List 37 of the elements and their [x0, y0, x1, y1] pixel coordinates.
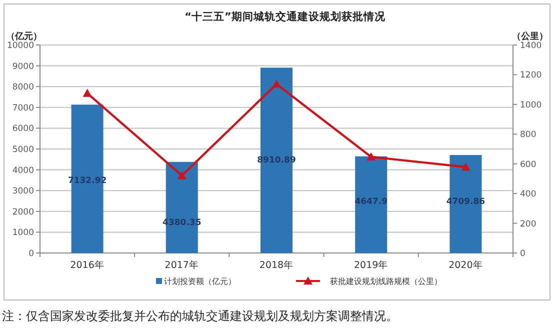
y2-tick-label: 200: [520, 219, 536, 230]
y2-tick-label: 1400: [520, 41, 542, 51]
y2-tick-label: 1200: [520, 70, 542, 81]
point: [82, 88, 92, 97]
y-tick-label: 2000: [12, 207, 34, 218]
point: [366, 152, 376, 160]
point: [461, 162, 470, 171]
y-tick-label: 4000: [12, 166, 34, 176]
y-tick-label: 3000: [12, 186, 34, 197]
point: [272, 80, 281, 88]
chart-title: “十三五”期间城轨交通建设规划获批情况: [184, 10, 386, 23]
data-label: 4647.9: [354, 197, 388, 207]
y2-tick-label: 1000: [520, 100, 542, 110]
x-tick-label: 2020年: [448, 259, 483, 271]
x-tick-label: 2016年: [70, 259, 104, 271]
legend-label: 获批建设规划线路规模（公里）: [330, 277, 442, 286]
y2-tick-label: 800: [520, 130, 536, 140]
legend-label: 计划投资额（亿元）: [164, 277, 236, 286]
y-axis-title: （亿元）: [6, 31, 42, 42]
y2-tick-label: 600: [520, 160, 536, 170]
y-tick-label: 6000: [12, 124, 34, 134]
y-tick-label: 7000: [12, 103, 34, 114]
x-tick-label: 2018年: [259, 259, 294, 271]
point: [177, 171, 186, 180]
bar: [355, 156, 388, 253]
y2-axis-title: （公里）: [512, 31, 548, 42]
y-tick-label: 5000: [12, 145, 34, 155]
y-tick-label: 9000: [12, 62, 34, 72]
y-tick-label: 10000: [6, 41, 34, 51]
y-tick-label: 8000: [12, 82, 34, 93]
y-tick-label: 1000: [12, 228, 34, 238]
y-tick-label: 0: [28, 249, 34, 259]
y2-tick-label: 0: [520, 249, 526, 259]
text: 注：仅含国家发改委批复并公布的城轨交通建设规划及规划方案调整情况。: [2, 309, 398, 323]
x-tick-label: 2017年: [164, 259, 199, 271]
x-tick-label: 2019年: [354, 259, 388, 271]
y2-tick-label: 400: [520, 190, 536, 200]
